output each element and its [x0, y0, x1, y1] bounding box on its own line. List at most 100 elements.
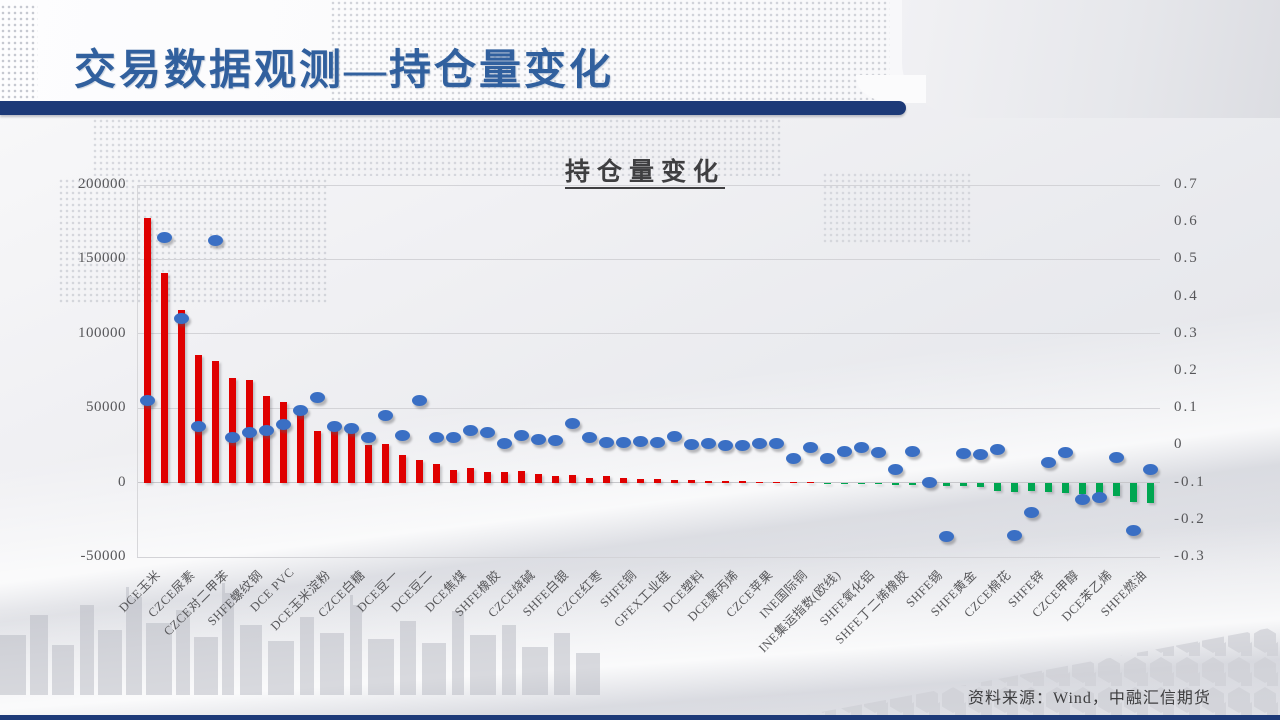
world-map-dots [58, 178, 328, 303]
bar [1112, 482, 1120, 496]
bar [432, 464, 440, 483]
scatter-dot [394, 429, 410, 441]
scatter-dot [1108, 451, 1124, 463]
bar [891, 482, 899, 485]
scatter-dot [411, 395, 427, 407]
bar [381, 443, 389, 483]
source-note: 资料来源：Wind，中融汇信期货 [968, 690, 1211, 707]
scatter-dot [1142, 464, 1158, 476]
scatter-dot [632, 436, 648, 448]
scatter-dot [258, 425, 274, 437]
bar [823, 482, 831, 484]
bar [296, 414, 304, 483]
bar [551, 475, 559, 483]
left-axis-tick: 0 [118, 473, 126, 490]
bar [1129, 482, 1137, 502]
scatter-dot [1057, 447, 1073, 459]
right-axis-tick: 0.3 [1174, 324, 1199, 341]
bar [347, 426, 355, 483]
bar [415, 459, 423, 483]
scatter-dot [853, 441, 869, 453]
scatter-dot [819, 452, 835, 464]
scatter-dot [326, 421, 342, 433]
bar [602, 475, 610, 483]
gridline [137, 184, 1160, 186]
scatter-dot [938, 531, 954, 543]
chart-title: 持仓量变化 [564, 159, 725, 186]
bar [704, 480, 712, 483]
bar [364, 445, 372, 483]
scatter-dot [649, 436, 665, 448]
bar [279, 402, 287, 483]
bar [466, 468, 474, 483]
bar [1044, 482, 1052, 493]
scatter-dot [836, 445, 852, 457]
scatter-dot [173, 313, 189, 325]
bar [483, 471, 491, 483]
right-axis-tick: 0.1 [1174, 399, 1199, 416]
scatter-dot [1040, 456, 1056, 468]
bar [755, 481, 763, 483]
bar [1078, 482, 1086, 494]
scatter-dot [360, 432, 376, 444]
scatter-dot [190, 421, 206, 433]
scatter-dot [700, 438, 716, 450]
bar [687, 480, 695, 483]
scatter-dot [802, 441, 818, 453]
bar [262, 396, 270, 483]
scatter-dot [428, 432, 444, 444]
right-axis-tick: 0 [1174, 436, 1184, 453]
right-axis-tick: -0.2 [1174, 510, 1206, 527]
scatter-dot [683, 438, 699, 450]
header-corner-curl [902, 0, 1280, 118]
right-axis-tick: 0.5 [1174, 250, 1199, 267]
scatter-dot [904, 445, 920, 457]
bar [789, 482, 797, 483]
scatter-dot [292, 404, 308, 416]
bar [670, 479, 678, 483]
right-axis-tick: -0.1 [1174, 473, 1206, 490]
scatter-dot [785, 452, 801, 464]
bar [959, 482, 967, 487]
scatter-dot [309, 391, 325, 403]
gridline [137, 258, 1160, 260]
bar [942, 482, 950, 486]
bar [534, 473, 542, 483]
scatter-dot [156, 231, 172, 243]
bar [568, 475, 576, 483]
scatter-dot [666, 430, 682, 442]
scatter-dot [530, 433, 546, 445]
scatter-dot [1006, 529, 1022, 541]
left-axis-tick: 50000 [86, 399, 126, 416]
bar [857, 482, 865, 484]
scatter-dot [1074, 493, 1090, 505]
scatter-dot [1091, 491, 1107, 503]
gridline [137, 556, 1160, 558]
bar [721, 481, 729, 483]
scatter-dot [1023, 506, 1039, 518]
bar [1010, 482, 1018, 492]
scatter-dot [445, 432, 461, 444]
right-axis-tick: 0.7 [1174, 176, 1199, 192]
scatter-dot [462, 425, 478, 437]
right-axis-tick: 0.4 [1174, 287, 1199, 304]
scatter-dot [581, 432, 597, 444]
scatter-dot [887, 464, 903, 476]
gridline [137, 482, 1160, 484]
title-underline-band [0, 101, 906, 115]
bottom-bar [0, 715, 1280, 720]
scatter-dot [377, 410, 393, 422]
scatter-dot [734, 439, 750, 451]
bar [194, 354, 202, 483]
bar [160, 272, 168, 483]
bar [177, 309, 185, 483]
scatter-dot [955, 448, 971, 460]
bar [806, 482, 814, 484]
bar [1027, 482, 1035, 492]
right-axis-tick: -0.3 [1174, 548, 1206, 564]
bar [840, 482, 848, 484]
bar [330, 426, 338, 483]
left-axis-tick: 150000 [78, 250, 126, 267]
gridline [137, 333, 1160, 335]
